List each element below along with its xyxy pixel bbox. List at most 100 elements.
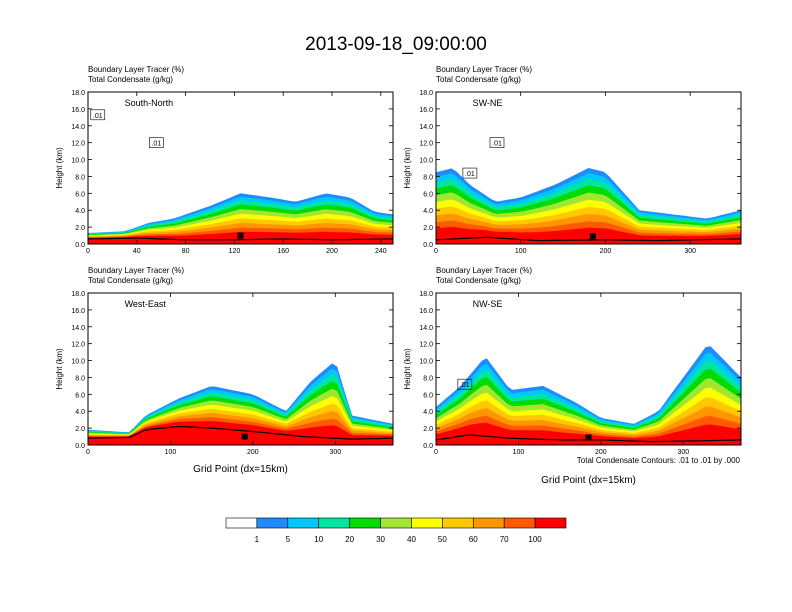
panel-title-condensate: Total Condensate (g/kg) bbox=[436, 276, 521, 285]
contour-label: .01 bbox=[460, 382, 470, 389]
y-tick-label: 4.0 bbox=[75, 208, 85, 215]
contour-label: .01 bbox=[93, 113, 103, 120]
x-tick-label: 120 bbox=[229, 248, 241, 255]
colorbar-label: 1 bbox=[255, 535, 260, 544]
panel-title-condensate: Total Condensate (g/kg) bbox=[88, 75, 173, 84]
x-tick-label: 100 bbox=[165, 449, 177, 456]
y-tick-label: 14.0 bbox=[419, 325, 433, 332]
colorbar-label: 5 bbox=[286, 535, 291, 544]
x-tick-label: 0 bbox=[86, 449, 90, 456]
colorbar-label: 50 bbox=[438, 535, 447, 544]
y-tick-label: 4.0 bbox=[423, 208, 433, 215]
panel-nw-se: Boundary Layer Tracer (%)Total Condensat… bbox=[403, 266, 742, 486]
colorbar-label: 100 bbox=[528, 535, 542, 544]
colorbar-label: 60 bbox=[469, 535, 478, 544]
contour-label-box bbox=[90, 109, 106, 121]
x-tick-label: 80 bbox=[182, 248, 190, 255]
panel-title-tracer: Boundary Layer Tracer (%) bbox=[88, 266, 184, 275]
x-tick-label: 200 bbox=[247, 449, 259, 456]
y-tick-label: 10.0 bbox=[419, 158, 433, 165]
y-tick-label: 6.0 bbox=[75, 191, 85, 198]
y-axis-label: Height (km) bbox=[55, 348, 64, 390]
terrain-line bbox=[88, 237, 393, 241]
panel-frame bbox=[435, 292, 742, 446]
location-marker bbox=[241, 433, 248, 440]
tracer-fill bbox=[88, 193, 393, 244]
panels-group: Boundary Layer Tracer (%)Total Condensat… bbox=[55, 65, 742, 486]
footnote: Total Condensate Contours: .01 to .01 by… bbox=[577, 456, 741, 465]
contour-label: .01 bbox=[151, 141, 161, 148]
colorbar-segment bbox=[256, 517, 289, 529]
panel-title-condensate: Total Condensate (g/kg) bbox=[88, 276, 173, 285]
tracer-fill bbox=[436, 346, 741, 445]
panel-frame bbox=[435, 91, 742, 245]
panel-frame bbox=[87, 292, 394, 446]
y-tick-label: 12.0 bbox=[419, 141, 433, 148]
y-tick-label: 0.0 bbox=[75, 242, 85, 249]
y-tick-label: 14.0 bbox=[419, 124, 433, 131]
contour-label: .01 bbox=[492, 141, 502, 148]
colorbar-segment bbox=[287, 517, 320, 529]
tracer-fill bbox=[88, 363, 393, 445]
panel-name: SW-NE bbox=[473, 98, 503, 108]
y-tick-label: 8.0 bbox=[75, 375, 85, 382]
tracer-band-10 bbox=[436, 423, 741, 445]
y-tick-label: 14.0 bbox=[71, 325, 85, 332]
colorbar-segment bbox=[503, 517, 536, 529]
colorbar-label: 70 bbox=[500, 535, 509, 544]
colorbar-segment bbox=[534, 517, 567, 529]
y-tick-label: 4.0 bbox=[75, 409, 85, 416]
colorbar-segment bbox=[442, 517, 474, 529]
y-tick-label: 0.0 bbox=[423, 443, 433, 450]
y-tick-label: 18.0 bbox=[419, 291, 433, 298]
x-tick-label: 240 bbox=[375, 248, 387, 255]
panel-name: NW-SE bbox=[473, 299, 503, 309]
colorbar-label: 10 bbox=[314, 535, 323, 544]
x-tick-label: 0 bbox=[86, 248, 90, 255]
terrain-line bbox=[88, 425, 393, 440]
y-tick-label: 8.0 bbox=[423, 375, 433, 382]
y-tick-label: 2.0 bbox=[423, 426, 433, 433]
x-tick-label: 0 bbox=[434, 449, 438, 456]
panel-title-tracer: Boundary Layer Tracer (%) bbox=[436, 266, 532, 275]
y-tick-label: 8.0 bbox=[75, 174, 85, 181]
colorbar-segment bbox=[411, 517, 443, 529]
x-tick-label: 200 bbox=[595, 449, 607, 456]
x-tick-label: 300 bbox=[329, 449, 341, 456]
figure-title: 2013-09-18_09:00:00 bbox=[305, 34, 487, 55]
panel-name: West-East bbox=[125, 299, 167, 309]
y-tick-label: 12.0 bbox=[419, 342, 433, 349]
x-tick-label: 100 bbox=[515, 248, 527, 255]
contour-label-box bbox=[489, 137, 505, 148]
location-marker bbox=[585, 434, 592, 441]
y-tick-label: 12.0 bbox=[71, 342, 85, 349]
tracer-fill bbox=[436, 168, 741, 244]
x-axis-label: Grid Point (dx=15km) bbox=[541, 475, 636, 486]
y-tick-label: 16.0 bbox=[419, 107, 433, 114]
panel-south-north: Boundary Layer Tracer (%)Total Condensat… bbox=[55, 65, 394, 255]
colorbar-segment bbox=[349, 517, 381, 529]
panel-west-east: Boundary Layer Tracer (%)Total Condensat… bbox=[55, 266, 394, 475]
y-tick-label: 0.0 bbox=[75, 443, 85, 450]
panel-title-tracer: Boundary Layer Tracer (%) bbox=[436, 65, 532, 74]
y-tick-label: 0.0 bbox=[423, 242, 433, 249]
y-tick-label: 16.0 bbox=[419, 308, 433, 315]
x-tick-label: 100 bbox=[513, 449, 525, 456]
panel-frame bbox=[87, 91, 394, 245]
y-tick-label: 4.0 bbox=[423, 409, 433, 416]
x-tick-label: 0 bbox=[434, 248, 438, 255]
y-tick-label: 18.0 bbox=[419, 90, 433, 97]
y-tick-label: 2.0 bbox=[75, 225, 85, 232]
y-tick-label: 6.0 bbox=[423, 392, 433, 399]
y-axis-label: Height (km) bbox=[55, 147, 64, 189]
x-tick-label: 40 bbox=[133, 248, 141, 255]
tracer-band-10 bbox=[436, 227, 741, 244]
contour-label-box bbox=[462, 167, 478, 179]
x-tick-label: 300 bbox=[684, 248, 696, 255]
x-tick-label: 200 bbox=[600, 248, 612, 255]
y-tick-label: 8.0 bbox=[423, 174, 433, 181]
x-axis-label: Grid Point (dx=15km) bbox=[193, 464, 288, 475]
contour-label-box bbox=[457, 378, 473, 390]
colorbar-segment bbox=[318, 517, 350, 529]
